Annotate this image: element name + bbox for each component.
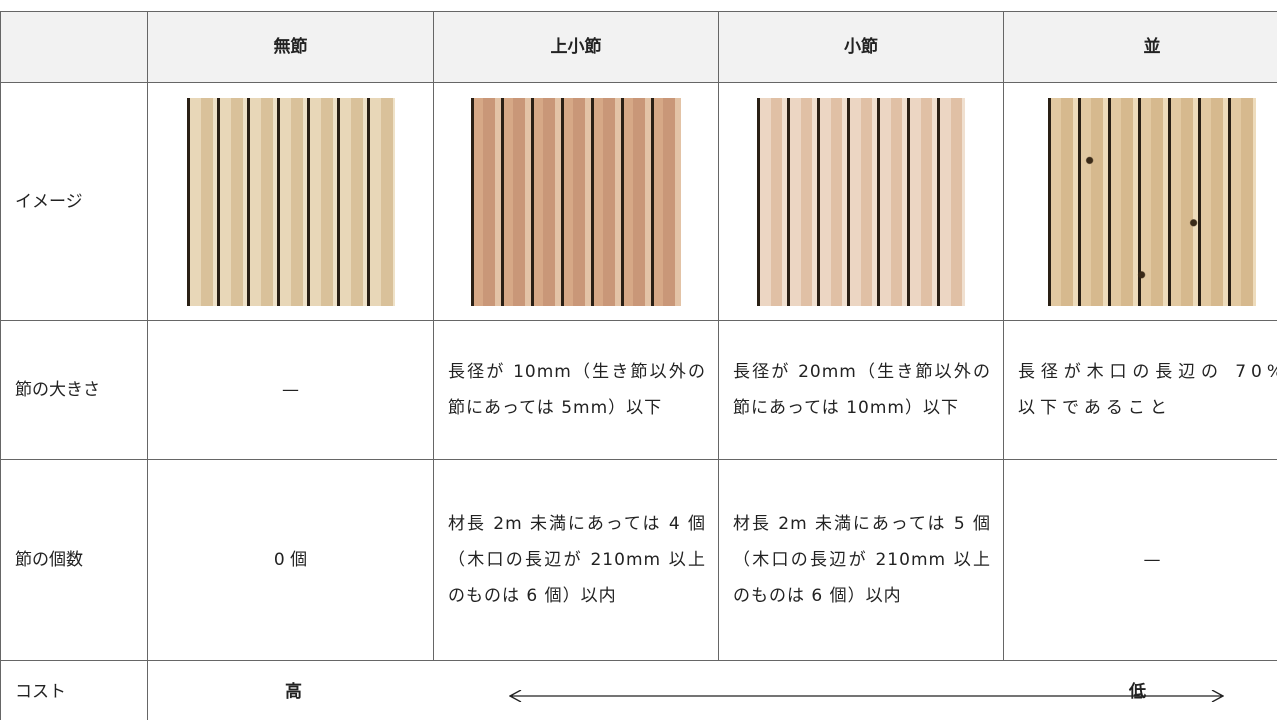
cell: — <box>147 320 434 460</box>
column-header: 並 <box>1003 11 1277 83</box>
cell: 長径が 20mm（生き節以外の節にあっては 10mm）以下 <box>718 320 1004 460</box>
grade-table: 無節 上小節 小節 並 イメージ 節の大きさ — 長径が 10mm（生き節以外の… <box>0 11 1277 720</box>
cell: 材長 2m 未満にあっては 4 個（木口の長辺が 210mm 以上のものは 6 … <box>433 459 719 661</box>
size-row: 節の大きさ — 長径が 10mm（生き節以外の節にあっては 5mm）以下 長径が… <box>0 320 1277 460</box>
cost-scale: 高 低 <box>149 662 1277 720</box>
cost-arrow <box>509 690 1224 702</box>
wood-image <box>471 97 681 306</box>
cost-low: 低 <box>1129 682 1146 702</box>
cell: 長径が 10mm（生き節以外の節にあっては 5mm）以下 <box>433 320 719 460</box>
wood-image <box>186 97 395 306</box>
column-header: 小節 <box>718 11 1004 83</box>
row-label: 節の個数 <box>0 459 148 661</box>
row-label: コスト <box>0 660 148 720</box>
cell: 長径が木口の長辺の 70%以下であること <box>1003 320 1277 460</box>
cell: 材長 2m 未満にあっては 5 個（木口の長辺が 210mm 以上のものは 6 … <box>718 459 1004 661</box>
cost-cell: 高 低 <box>147 660 1277 720</box>
cell: — <box>1003 459 1277 661</box>
column-header: 上小節 <box>433 11 719 83</box>
row-label: 節の大きさ <box>0 320 148 460</box>
wood-image <box>1048 97 1256 306</box>
image-cell <box>1003 82 1277 321</box>
image-cell <box>718 82 1004 321</box>
cost-high: 高 <box>285 682 302 702</box>
cell: 0 個 <box>147 459 434 661</box>
cost-row: コスト 高 低 <box>0 660 1277 720</box>
corner-cell <box>0 11 148 83</box>
image-cell <box>433 82 719 321</box>
row-label: イメージ <box>0 82 148 321</box>
image-row: イメージ <box>0 82 1277 321</box>
count-row: 節の個数 0 個 材長 2m 未満にあっては 4 個（木口の長辺が 210mm … <box>0 459 1277 661</box>
column-header: 無節 <box>147 11 434 83</box>
header-row: 無節 上小節 小節 並 <box>0 11 1277 83</box>
wood-image <box>757 97 965 306</box>
image-cell <box>147 82 434 321</box>
